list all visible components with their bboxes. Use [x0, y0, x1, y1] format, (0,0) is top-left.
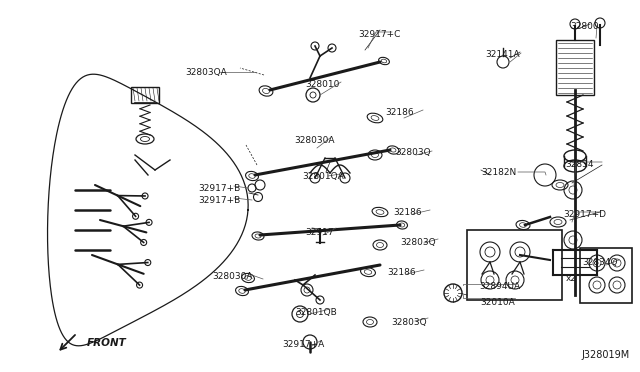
- Text: 32803Q: 32803Q: [391, 318, 427, 327]
- Text: 328030A: 328030A: [294, 136, 335, 145]
- Text: 32186: 32186: [393, 208, 422, 217]
- Text: FRONT: FRONT: [87, 338, 127, 348]
- Text: 328010: 328010: [305, 80, 339, 89]
- Text: 32917+A: 32917+A: [282, 340, 324, 349]
- Text: 32800: 32800: [570, 22, 598, 31]
- Text: J328019M: J328019M: [582, 350, 630, 360]
- Text: 32803QA: 32803QA: [185, 68, 227, 77]
- Text: 32141A: 32141A: [485, 50, 520, 59]
- Text: 32917+B: 32917+B: [198, 196, 240, 205]
- Text: 32834: 32834: [565, 160, 593, 169]
- Text: 32186: 32186: [385, 108, 413, 117]
- Bar: [467, 230, 562, 300]
- Bar: [131, 87, 159, 103]
- Text: 32010A: 32010A: [480, 298, 515, 307]
- Text: 32803Q: 32803Q: [395, 148, 431, 157]
- Text: 32801QA: 32801QA: [302, 172, 344, 181]
- Bar: [556, 40, 594, 95]
- Text: 32917+C: 32917+C: [358, 30, 401, 39]
- Text: 32803Q: 32803Q: [400, 238, 436, 247]
- Text: 32801QB: 32801QB: [295, 308, 337, 317]
- Text: x2: x2: [566, 274, 577, 283]
- Text: 32182N: 32182N: [481, 168, 516, 177]
- Text: 32894UA: 32894UA: [479, 282, 520, 291]
- Text: 32186: 32186: [387, 268, 415, 277]
- Text: 32834Q: 32834Q: [582, 258, 618, 267]
- Text: 328030A: 328030A: [212, 272, 253, 281]
- Text: 32917+D: 32917+D: [563, 210, 606, 219]
- Text: 32917+B: 32917+B: [198, 184, 240, 193]
- Bar: [580, 248, 632, 303]
- Text: 32917: 32917: [305, 228, 333, 237]
